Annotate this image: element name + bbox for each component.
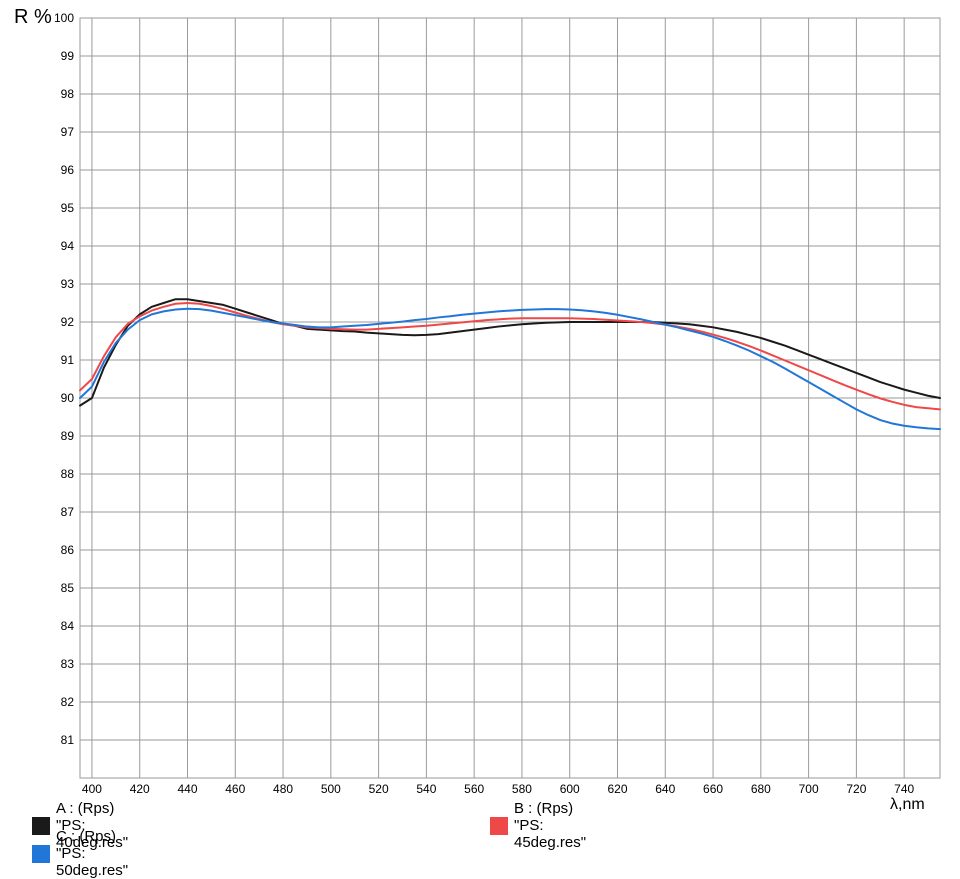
- x-axis-title: λ,nm: [890, 796, 925, 814]
- x-tick-label: 620: [603, 782, 633, 796]
- y-tick-label: 84: [44, 619, 74, 633]
- y-tick-label: 85: [44, 581, 74, 595]
- legend-swatch: [32, 845, 50, 863]
- legend-swatch: [490, 817, 508, 835]
- x-tick-label: 600: [555, 782, 585, 796]
- x-tick-label: 520: [364, 782, 394, 796]
- y-tick-label: 99: [44, 49, 74, 63]
- x-tick-label: 440: [173, 782, 203, 796]
- x-tick-label: 700: [794, 782, 824, 796]
- x-tick-label: 680: [746, 782, 776, 796]
- x-tick-label: 660: [698, 782, 728, 796]
- chart-plot-area: [0, 0, 960, 870]
- legend-label: C : (Rps) "PS: 50deg.res": [56, 828, 128, 879]
- y-tick-label: 100: [44, 11, 74, 25]
- x-tick-label: 740: [889, 782, 919, 796]
- x-tick-label: 400: [77, 782, 107, 796]
- y-tick-label: 83: [44, 657, 74, 671]
- x-tick-label: 560: [459, 782, 489, 796]
- x-tick-label: 420: [125, 782, 155, 796]
- x-tick-label: 460: [220, 782, 250, 796]
- y-tick-label: 87: [44, 505, 74, 519]
- reflectance-chart: R % 818283848586878889909192939495969798…: [0, 0, 960, 870]
- y-tick-label: 81: [44, 733, 74, 747]
- y-tick-label: 98: [44, 87, 74, 101]
- x-tick-label: 580: [507, 782, 537, 796]
- y-tick-label: 91: [44, 353, 74, 367]
- y-tick-label: 86: [44, 543, 74, 557]
- legend-item-C: C : (Rps) "PS: 50deg.res": [32, 828, 128, 879]
- x-tick-label: 480: [268, 782, 298, 796]
- y-tick-label: 93: [44, 277, 74, 291]
- legend-label: B : (Rps) "PS: 45deg.res": [514, 800, 586, 851]
- y-tick-label: 92: [44, 315, 74, 329]
- y-tick-label: 97: [44, 125, 74, 139]
- y-tick-label: 94: [44, 239, 74, 253]
- y-tick-label: 82: [44, 695, 74, 709]
- y-tick-label: 89: [44, 429, 74, 443]
- y-tick-label: 95: [44, 201, 74, 215]
- y-tick-label: 96: [44, 163, 74, 177]
- x-tick-label: 720: [841, 782, 871, 796]
- x-tick-label: 500: [316, 782, 346, 796]
- y-tick-label: 90: [44, 391, 74, 405]
- y-tick-label: 88: [44, 467, 74, 481]
- legend-item-B: B : (Rps) "PS: 45deg.res": [490, 800, 586, 851]
- x-tick-label: 540: [411, 782, 441, 796]
- x-tick-label: 640: [650, 782, 680, 796]
